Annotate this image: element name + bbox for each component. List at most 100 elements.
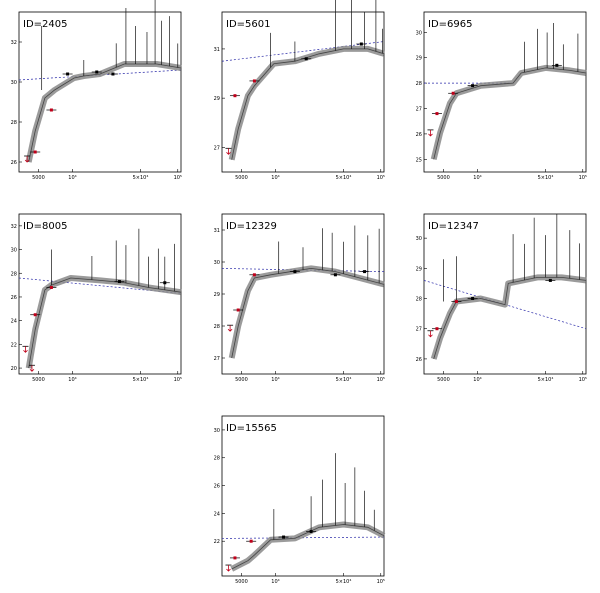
- phot-point: [249, 539, 253, 543]
- upper-limit-arrow: [29, 365, 35, 372]
- x-tick-label: 5×10⁴: [336, 377, 352, 383]
- y-tick-label: 28: [214, 324, 220, 330]
- x-tick-label: 10⁵: [579, 377, 587, 383]
- phot-point: [309, 529, 313, 533]
- panel-title: ID=15565: [226, 423, 277, 434]
- upper-limit-arrow: [428, 129, 433, 137]
- chart-1: 32 30 28 26 5000 10⁴ 5×10⁴ 10⁵ ID=2405: [11, 0, 182, 181]
- phot-point: [252, 273, 256, 277]
- x-tick-label: 10⁵: [174, 175, 182, 181]
- phot-point: [293, 270, 297, 274]
- plot-frame: [18, 11, 182, 173]
- x-tick-label: 5×10⁴: [538, 377, 554, 383]
- y-tick-label: 30: [214, 260, 220, 266]
- y-tick-label: 28: [214, 456, 220, 462]
- y-tick-label: 26: [416, 132, 422, 138]
- phot-point: [49, 285, 53, 289]
- sed-spectrum-line: [231, 267, 385, 359]
- phot-point: [548, 278, 552, 282]
- phot-point: [163, 281, 167, 285]
- y-tick-label: 27: [416, 107, 422, 113]
- panel-6: 30 29 28 27 26 5000 10⁴ 5×10⁴ 10⁵ ID=12347: [410, 210, 590, 385]
- x-tick-label: 5×10⁴: [336, 175, 352, 181]
- x-tick-label: 10⁴: [473, 175, 481, 181]
- phot-point: [233, 556, 237, 560]
- chart-4: 32 30 28 26 24 22 20 5000 10⁴ 5×10⁴ 10⁵ ID=8005: [11, 213, 182, 383]
- x-tick-label: 5×10⁴: [336, 579, 352, 585]
- x-tick-label: 5×10⁴: [133, 175, 149, 181]
- x-tick-label: 5000: [437, 377, 450, 383]
- plot-frame: [221, 11, 385, 173]
- y-tick-label: 27: [416, 327, 422, 333]
- panel-1: 32 30 28 26 5000 10⁴ 5×10⁴ 10⁵ ID=2405: [5, 0, 185, 183]
- model-extrapolation-line: [221, 41, 385, 62]
- y-tick-label: 32: [11, 40, 17, 46]
- x-tick-label: 5000: [235, 175, 248, 181]
- model-extrapolation-line: [18, 277, 182, 294]
- upper-limit-arrow: [227, 325, 233, 332]
- phot-point: [33, 313, 37, 317]
- phot-point: [451, 91, 455, 95]
- x-tick-label: 5000: [235, 579, 248, 585]
- plot-frame: [423, 11, 587, 173]
- panel-title: ID=2405: [23, 19, 67, 30]
- y-tick-label: 26: [11, 295, 17, 301]
- y-tick-label: 31: [214, 47, 220, 53]
- y-tick-label: 26: [214, 484, 220, 490]
- phot-point: [95, 70, 99, 74]
- y-tick-label: 28: [11, 271, 17, 277]
- sed-spectrum-line: [433, 67, 587, 160]
- plot-frame: [221, 415, 385, 577]
- sed-spectrum-line: [433, 277, 587, 360]
- y-tick-label: 20: [11, 366, 17, 372]
- x-tick-label: 5×10⁴: [133, 377, 149, 383]
- sed-spectrum-line: [231, 524, 385, 570]
- panel-3: 30 29 28 27 26 25 5000 10⁴ 5×10⁴ 10⁵ ID=6965: [410, 8, 590, 183]
- y-tick-label: 27: [214, 356, 220, 362]
- panel-title: ID=12347: [428, 221, 479, 232]
- x-tick-label: 10⁴: [271, 377, 279, 383]
- phot-point: [454, 300, 458, 304]
- y-tick-label: 30: [416, 30, 422, 36]
- y-tick-label: 28: [11, 120, 17, 126]
- chart-2: 31 29 27 5000 10⁴ 5×10⁴ 10⁵ ID=5601: [214, 0, 385, 181]
- x-tick-label: 10⁵: [579, 175, 587, 181]
- chart-7: 30 28 26 24 22 5000 10⁴ 5×10⁴ 10⁵ ID=15565: [214, 415, 386, 585]
- phot-point: [282, 535, 286, 539]
- y-tick-label: 25: [416, 157, 422, 163]
- upper-limit-arrow: [24, 156, 30, 163]
- sed-spectrum-line: [231, 48, 385, 160]
- x-tick-label: 10⁴: [68, 175, 76, 181]
- phot-point: [359, 42, 363, 46]
- y-tick-label: 24: [11, 319, 17, 325]
- y-tick-label: 31: [214, 228, 220, 234]
- phot-point: [435, 112, 439, 116]
- y-tick-label: 26: [11, 160, 17, 166]
- x-tick-label: 10⁵: [377, 579, 385, 585]
- y-tick-label: 30: [416, 236, 422, 242]
- x-tick-label: 10⁵: [377, 377, 385, 383]
- phot-point: [66, 72, 70, 76]
- y-tick-label: 32: [11, 224, 17, 230]
- upper-limit-arrow: [23, 346, 28, 353]
- panel-title: ID=8005: [23, 221, 67, 232]
- panel-title: ID=6965: [428, 19, 472, 30]
- phot-point: [233, 94, 237, 98]
- x-tick-label: 10⁵: [377, 175, 385, 181]
- x-tick-label: 10⁴: [473, 377, 481, 383]
- y-tick-label: 29: [214, 96, 220, 102]
- y-tick-label: 22: [11, 342, 17, 348]
- phot-point: [555, 63, 559, 67]
- chart-5: 31 30 29 28 27 5000 10⁴ 5×10⁴ 10⁵ ID=12329: [214, 213, 385, 383]
- phot-point: [471, 84, 475, 88]
- panel-4: 32 30 28 26 24 22 20 5000 10⁴ 5×10⁴ 10⁵ ID=8005: [5, 210, 185, 385]
- panel-7: 30 28 26 24 22 5000 10⁴ 5×10⁴ 10⁵ ID=15565: [208, 412, 388, 587]
- y-tick-label: 27: [214, 145, 220, 151]
- sed-spectrum-line: [28, 63, 182, 163]
- sed-spectrum-line: [28, 277, 182, 369]
- phot-point: [236, 308, 240, 312]
- x-tick-label: 5000: [235, 377, 248, 383]
- phot-point: [117, 280, 121, 284]
- y-tick-label: 24: [214, 511, 220, 517]
- y-tick-label: 29: [416, 266, 422, 272]
